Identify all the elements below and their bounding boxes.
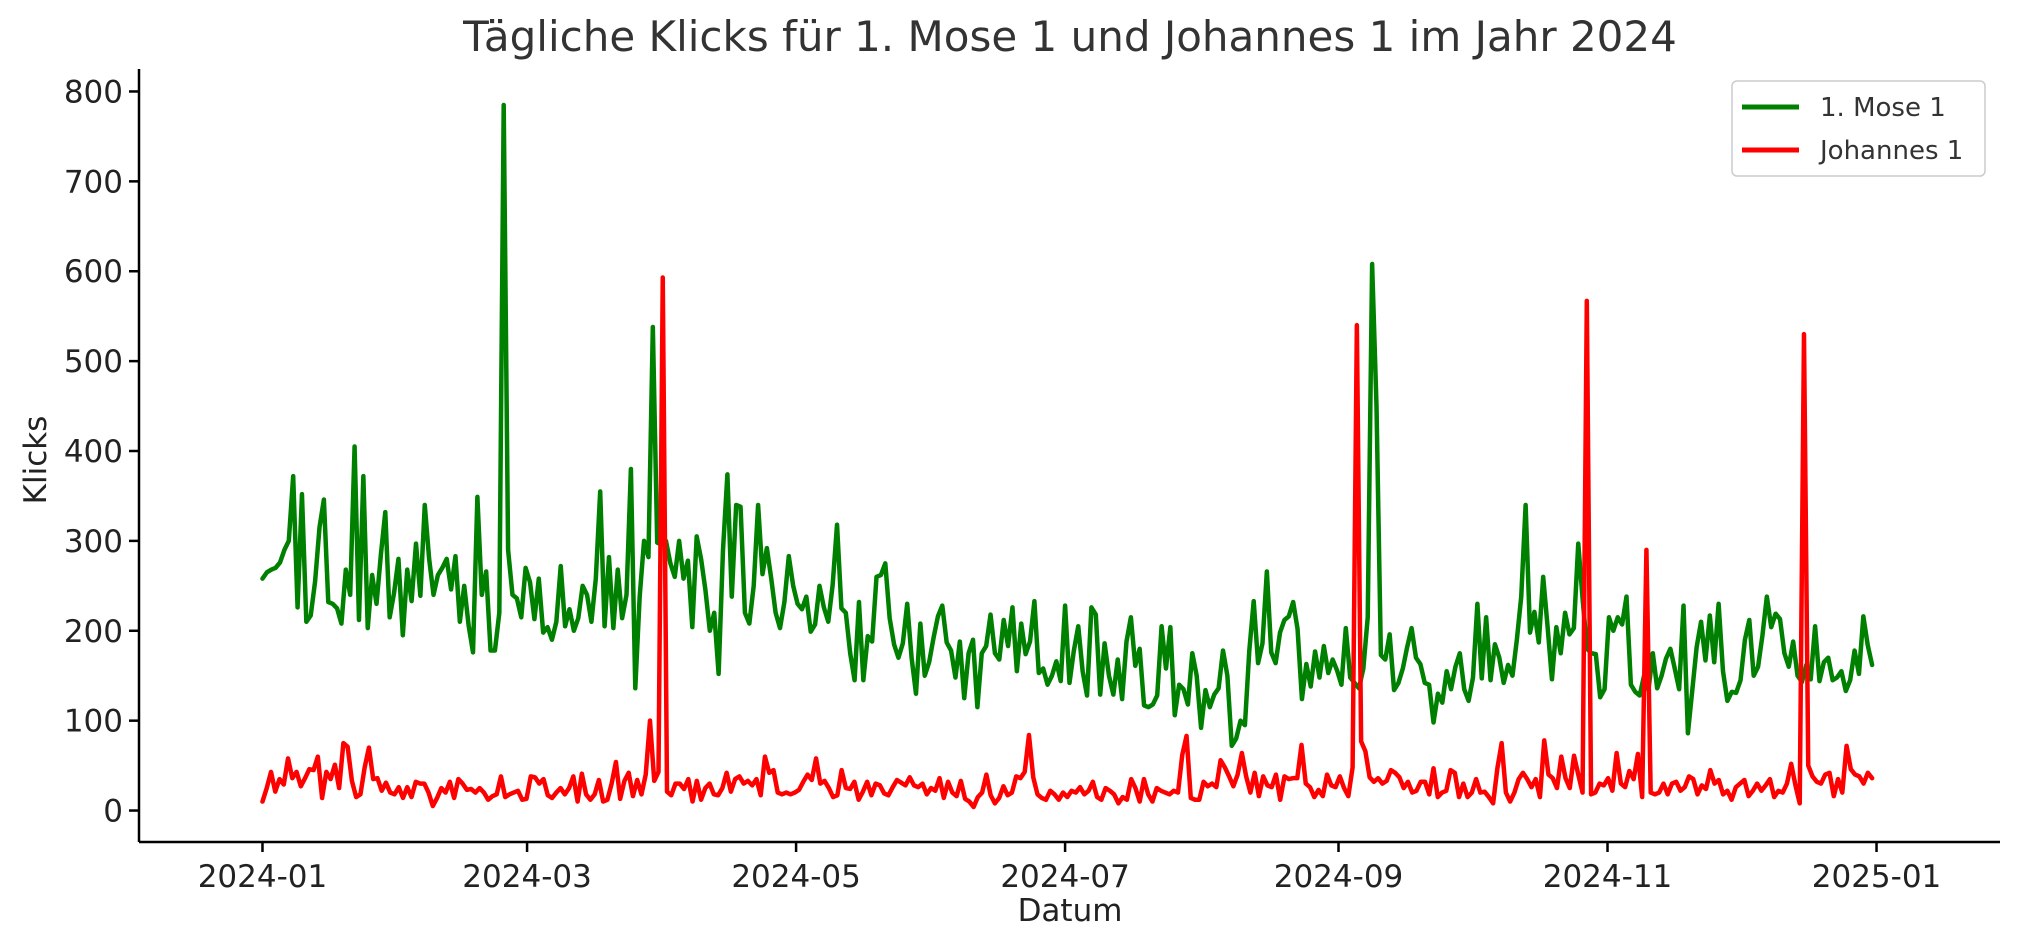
x-tick-label: 2024-07 [1000,859,1130,895]
x-tick-label: 2025-01 [1812,859,1942,895]
y-tick-label: 500 [64,344,123,380]
y-tick-label: 700 [64,164,123,200]
y-tick-label: 400 [64,434,123,470]
series-layer [260,102,1875,810]
x-tick-label: 2024-05 [731,859,861,895]
legend-label-johannes: Johannes 1 [1818,136,1963,166]
y-tick-label: 600 [64,254,123,290]
chart-title: Tägliche Klicks für 1. Mose 1 und Johann… [462,12,1677,61]
x-tick-label: 2024-01 [198,859,328,895]
x-axis-ticks: 2024-01 2024-03 2024-05 2024-07 2024-09 2024-… [198,842,1942,895]
y-tick-label: 100 [64,704,123,740]
y-axis-ticks: 0 100 200 300 400 500 600 700 800 [64,74,139,830]
y-tick-label: 0 [103,794,123,830]
x-tick-label: 2024-11 [1543,859,1673,895]
legend: 1. Mose 1 Johannes 1 [1731,80,1986,177]
x-axis-label: Datum [1018,893,1123,929]
legend-label-mose: 1. Mose 1 [1820,93,1946,123]
y-axis-label: Klicks [18,416,54,505]
x-tick-label: 2024-03 [462,859,592,895]
series-line-1-mose-1 [260,102,1875,749]
y-tick-label: 300 [64,524,123,560]
x-tick-label: 2024-09 [1274,859,1404,895]
series-line-johannes-1 [260,275,1875,810]
y-tick-label: 800 [64,74,123,110]
y-tick-label: 200 [64,614,123,650]
